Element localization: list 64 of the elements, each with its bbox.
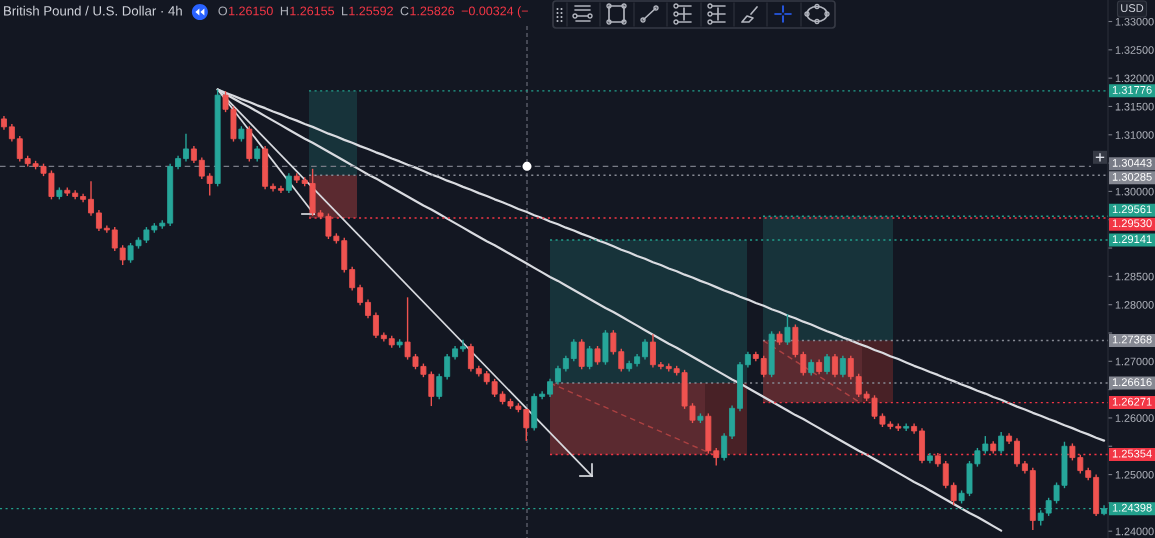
candlestick (467, 343, 474, 373)
ref-line-label: 1.29530 (1112, 219, 1152, 228)
candlestick (1014, 437, 1020, 468)
candlestick (365, 298, 371, 319)
candlestick (555, 365, 561, 386)
candlestick (784, 313, 791, 346)
candlestick (594, 345, 601, 366)
y-tick-label: 1.28000 (1115, 301, 1154, 309)
ref-line-label: 1.26616 (1112, 378, 1152, 387)
candlestick (357, 284, 364, 306)
candlestick (444, 353, 451, 381)
y-tick-label: 1.31000 (1115, 131, 1154, 139)
y-tick-label: 1.32000 (1115, 74, 1154, 83)
y-tick-label: 1.24000 (1115, 527, 1154, 536)
y-axis-title: USD (1121, 4, 1144, 12)
candlestick (16, 135, 23, 163)
ref-line-label: 1.27368 (1112, 335, 1152, 344)
candlestick (547, 378, 553, 398)
y-tick-label: 1.30000 (1115, 187, 1154, 196)
candlestick (183, 132, 189, 163)
y-tick-label: 1.26000 (1115, 414, 1154, 422)
candlestick (103, 224, 110, 234)
candlestick (88, 180, 94, 217)
candlestick (570, 338, 577, 363)
ref-line-label: 1.25354 (1112, 449, 1152, 458)
y-tick-label: 1.28500 (1115, 272, 1154, 281)
candlestick (760, 354, 767, 378)
candlestick (539, 390, 546, 400)
ref-line-label: 1.29141 (1112, 235, 1152, 244)
chart-title: British Pound / U.S. Dollar · 4h (4, 5, 182, 16)
candlestick (270, 182, 276, 193)
candlestick (285, 172, 292, 194)
annotation: −0.00324 (− (461, 6, 528, 18)
candlestick (206, 172, 213, 197)
candlestick (95, 209, 102, 232)
ref-line-label: 1.24398 (1112, 503, 1152, 512)
candlestick (839, 354, 846, 378)
y-tick-label: 1.33000 (1115, 17, 1154, 26)
candlestick (436, 373, 443, 400)
candlestick (349, 266, 356, 292)
ref-line-label: 1.29561 (1112, 205, 1152, 214)
candlestick (642, 338, 648, 361)
ref-line-label: 1.30285 (1112, 172, 1152, 181)
candlestick (586, 345, 593, 370)
candlestick (372, 311, 379, 339)
candlestick (198, 156, 205, 180)
candlestick (832, 353, 838, 378)
y-tick-label: 1.25000 (1115, 470, 1154, 479)
candlestick (649, 333, 656, 369)
candlestick (998, 431, 1005, 455)
annotation: C1.25826 (400, 6, 455, 16)
annotation: O1.26150 (218, 6, 273, 16)
y-tick-label: 1.31500 (1115, 102, 1154, 111)
ref-line-label: 1.31776 (1112, 85, 1152, 94)
candlestick (847, 354, 854, 381)
candlestick (824, 353, 830, 376)
candlestick (721, 432, 728, 462)
ref-line-label: 1.26271 (1112, 397, 1152, 406)
y-tick-label: 1.27000 (1115, 357, 1154, 366)
candlestick (460, 339, 466, 353)
annotation: L1.25592 (342, 6, 393, 16)
y-tick-label: 1.32500 (1115, 46, 1154, 54)
ref-line-label: 1.30443 (1112, 158, 1152, 167)
annotation: H1.26155 (280, 6, 335, 16)
